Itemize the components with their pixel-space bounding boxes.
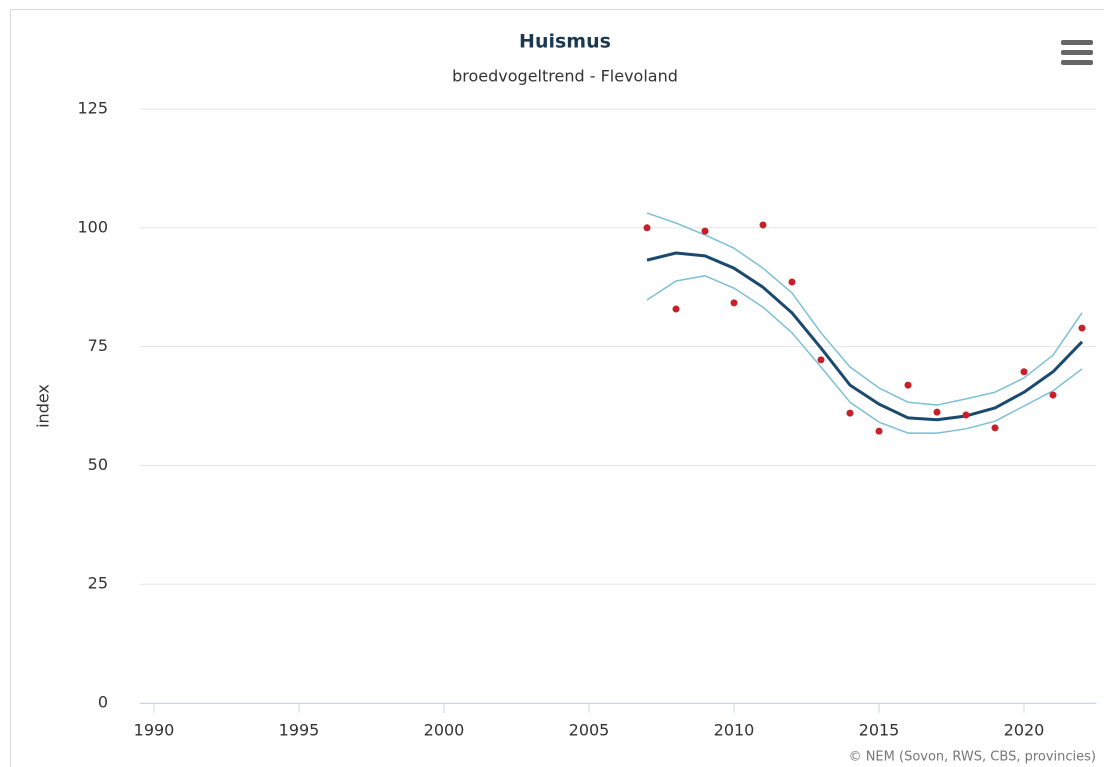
data-point (788, 278, 796, 286)
trend-line (646, 275, 1083, 434)
trend-line (646, 212, 1083, 406)
x-tick-label: 2020 (1004, 721, 1045, 740)
data-point (759, 221, 767, 229)
x-tick-label: 1990 (134, 721, 175, 740)
data-point (933, 408, 941, 416)
trend-line (646, 251, 1084, 422)
data-point (875, 427, 883, 435)
y-axis-title: index (34, 384, 53, 428)
y-tick-label: 100 (77, 217, 108, 236)
x-tick-label: 2010 (714, 721, 755, 740)
data-point (1020, 368, 1028, 376)
data-point (701, 227, 709, 235)
y-tick-label: 50 (88, 455, 108, 474)
x-tick-label: 2000 (424, 721, 465, 740)
data-point (1078, 324, 1086, 332)
data-point (846, 409, 854, 417)
data-point (1049, 391, 1057, 399)
data-point (643, 224, 651, 232)
x-tick-label: 2015 (859, 721, 900, 740)
y-tick-label: 0 (98, 693, 108, 712)
data-point (962, 411, 970, 419)
data-point (904, 381, 912, 389)
data-point (730, 299, 738, 307)
menu-button[interactable] (1061, 40, 1093, 65)
chart-title: Huismus (519, 31, 611, 53)
menu-bar[interactable] (1061, 50, 1093, 55)
chart-subtitle: broedvogeltrend - Flevoland (452, 67, 678, 86)
x-tick-label: 1995 (279, 721, 320, 740)
menu-bar[interactable] (1061, 60, 1093, 65)
credits: © NEM (Sovon, RWS, CBS, provincies) (849, 750, 1096, 765)
data-point (817, 356, 825, 364)
menu-bar[interactable] (1061, 40, 1093, 45)
data-point (991, 424, 999, 432)
x-tick-label: 2005 (569, 721, 610, 740)
y-tick-label: 75 (88, 336, 108, 355)
data-point (672, 305, 680, 313)
y-tick-label: 25 (88, 574, 108, 593)
y-tick-label: 125 (77, 99, 108, 118)
chart-border (10, 9, 1104, 767)
